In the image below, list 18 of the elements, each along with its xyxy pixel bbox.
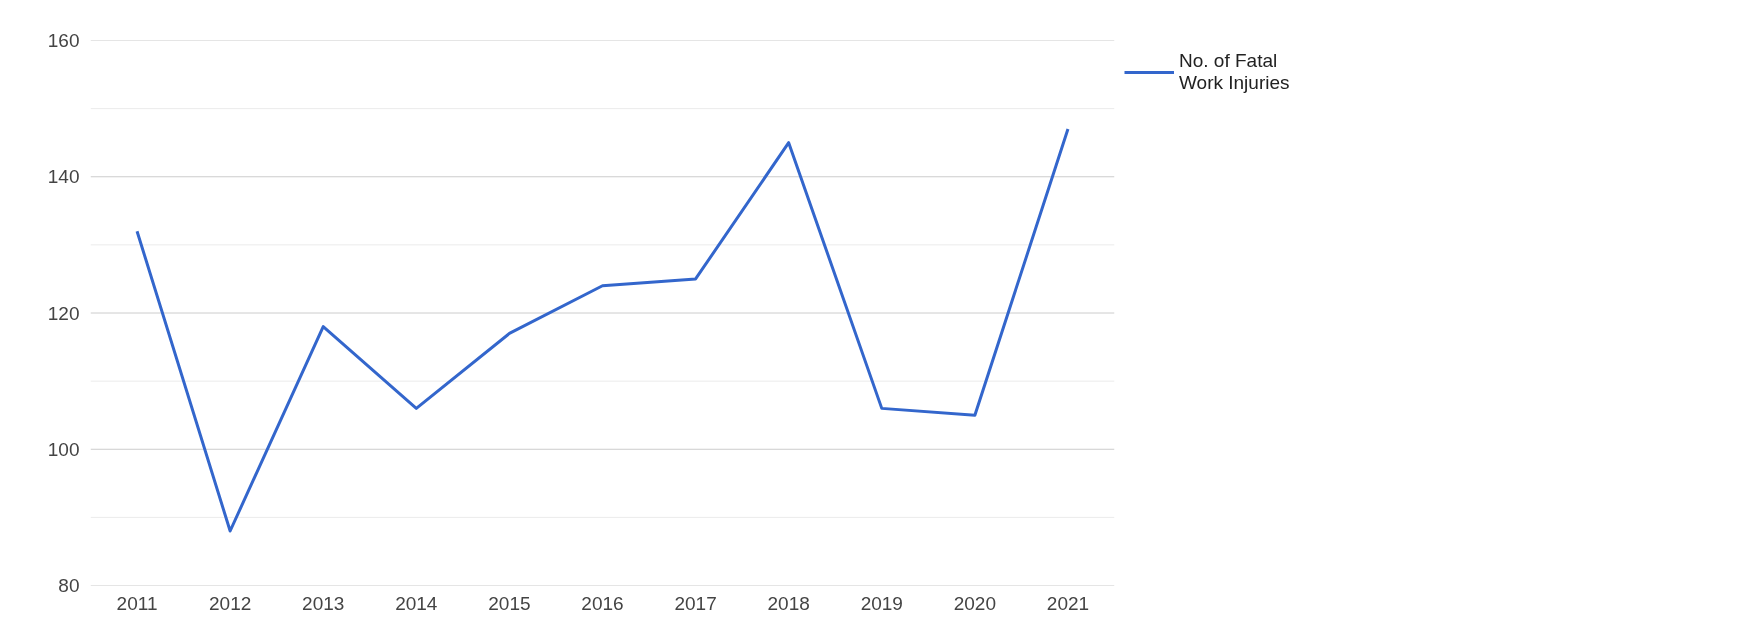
y-tick-label: 100 [47, 438, 80, 460]
x-tick-label: 2014 [395, 592, 438, 614]
legend-label: No. of Fatal Work Injuries [1179, 50, 1290, 94]
x-tick-label: 2019 [860, 592, 903, 614]
x-tick-label: 2015 [488, 592, 531, 614]
x-tick-label: 2013 [302, 592, 345, 614]
x-tick-label: 2011 [116, 592, 158, 614]
x-tick-label: 2017 [674, 592, 717, 614]
x-tick-label: 2018 [767, 592, 810, 614]
y-tick-label: 140 [47, 166, 80, 188]
line-series [135, 127, 1070, 533]
x-tick-label: 2012 [209, 592, 252, 614]
x-tick-label: 2021 [1046, 592, 1090, 614]
x-tick-label: 2016 [581, 592, 624, 614]
y-tick-label: 120 [47, 302, 80, 324]
x-tick-label: 2020 [953, 592, 997, 614]
y-tick-label: 80 [58, 575, 80, 596]
y-tick-label: 160 [47, 30, 80, 51]
